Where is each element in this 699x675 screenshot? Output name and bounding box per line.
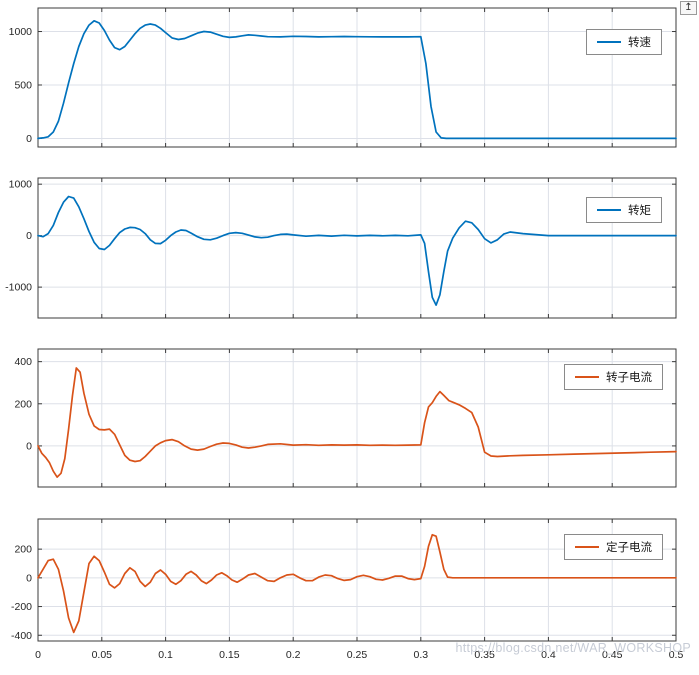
svg-text:0: 0 bbox=[35, 649, 41, 661]
svg-text:400: 400 bbox=[14, 356, 32, 368]
svg-text:0.5: 0.5 bbox=[669, 649, 684, 661]
svg-text:0.05: 0.05 bbox=[92, 649, 113, 661]
svg-text:1000: 1000 bbox=[9, 179, 33, 191]
trace-2 bbox=[37, 367, 677, 478]
svg-text:1000: 1000 bbox=[9, 26, 33, 38]
svg-text:200: 200 bbox=[14, 398, 32, 410]
svg-text:200: 200 bbox=[14, 544, 32, 556]
svg-text:500: 500 bbox=[14, 79, 32, 91]
trace-3 bbox=[37, 533, 677, 634]
svg-text:-200: -200 bbox=[11, 601, 32, 613]
svg-text:0.35: 0.35 bbox=[474, 649, 495, 661]
svg-text:0.4: 0.4 bbox=[541, 649, 556, 661]
svg-text:0.45: 0.45 bbox=[602, 649, 623, 661]
trace-0 bbox=[37, 19, 677, 140]
legend-speed: 转速 bbox=[586, 29, 662, 55]
legend-label-speed: 转速 bbox=[628, 37, 651, 49]
svg-text:0.1: 0.1 bbox=[158, 649, 173, 661]
svg-text:0: 0 bbox=[26, 230, 32, 242]
legend-line-sample bbox=[597, 41, 621, 43]
svg-text:0.25: 0.25 bbox=[347, 649, 368, 661]
svg-text:0: 0 bbox=[26, 440, 32, 452]
legend-line-sample bbox=[575, 546, 599, 548]
legend-label-stator-current: 定子电流 bbox=[606, 542, 652, 554]
svg-text:0: 0 bbox=[26, 572, 32, 584]
legend-torque: 转矩 bbox=[586, 197, 662, 223]
legend-label-rotor-current: 转子电流 bbox=[606, 372, 652, 384]
legend-label-torque: 转矩 bbox=[628, 205, 651, 217]
legend-line-sample bbox=[575, 376, 599, 378]
svg-text:0.15: 0.15 bbox=[219, 649, 240, 661]
svg-text:0.3: 0.3 bbox=[413, 649, 428, 661]
svg-text:-1000: -1000 bbox=[5, 282, 32, 294]
trace-1 bbox=[37, 195, 677, 306]
svg-text:0.2: 0.2 bbox=[286, 649, 301, 661]
legend-stator-current: 定子电流 bbox=[564, 534, 663, 560]
arrow-up-icon: ↥ bbox=[684, 2, 693, 13]
svg-text:0: 0 bbox=[26, 133, 32, 145]
svg-text:-400: -400 bbox=[11, 630, 32, 642]
legend-rotor-current: 转子电流 bbox=[564, 364, 663, 390]
legend-line-sample bbox=[597, 209, 621, 211]
collapse-panel-button[interactable]: ↥ bbox=[680, 1, 697, 15]
